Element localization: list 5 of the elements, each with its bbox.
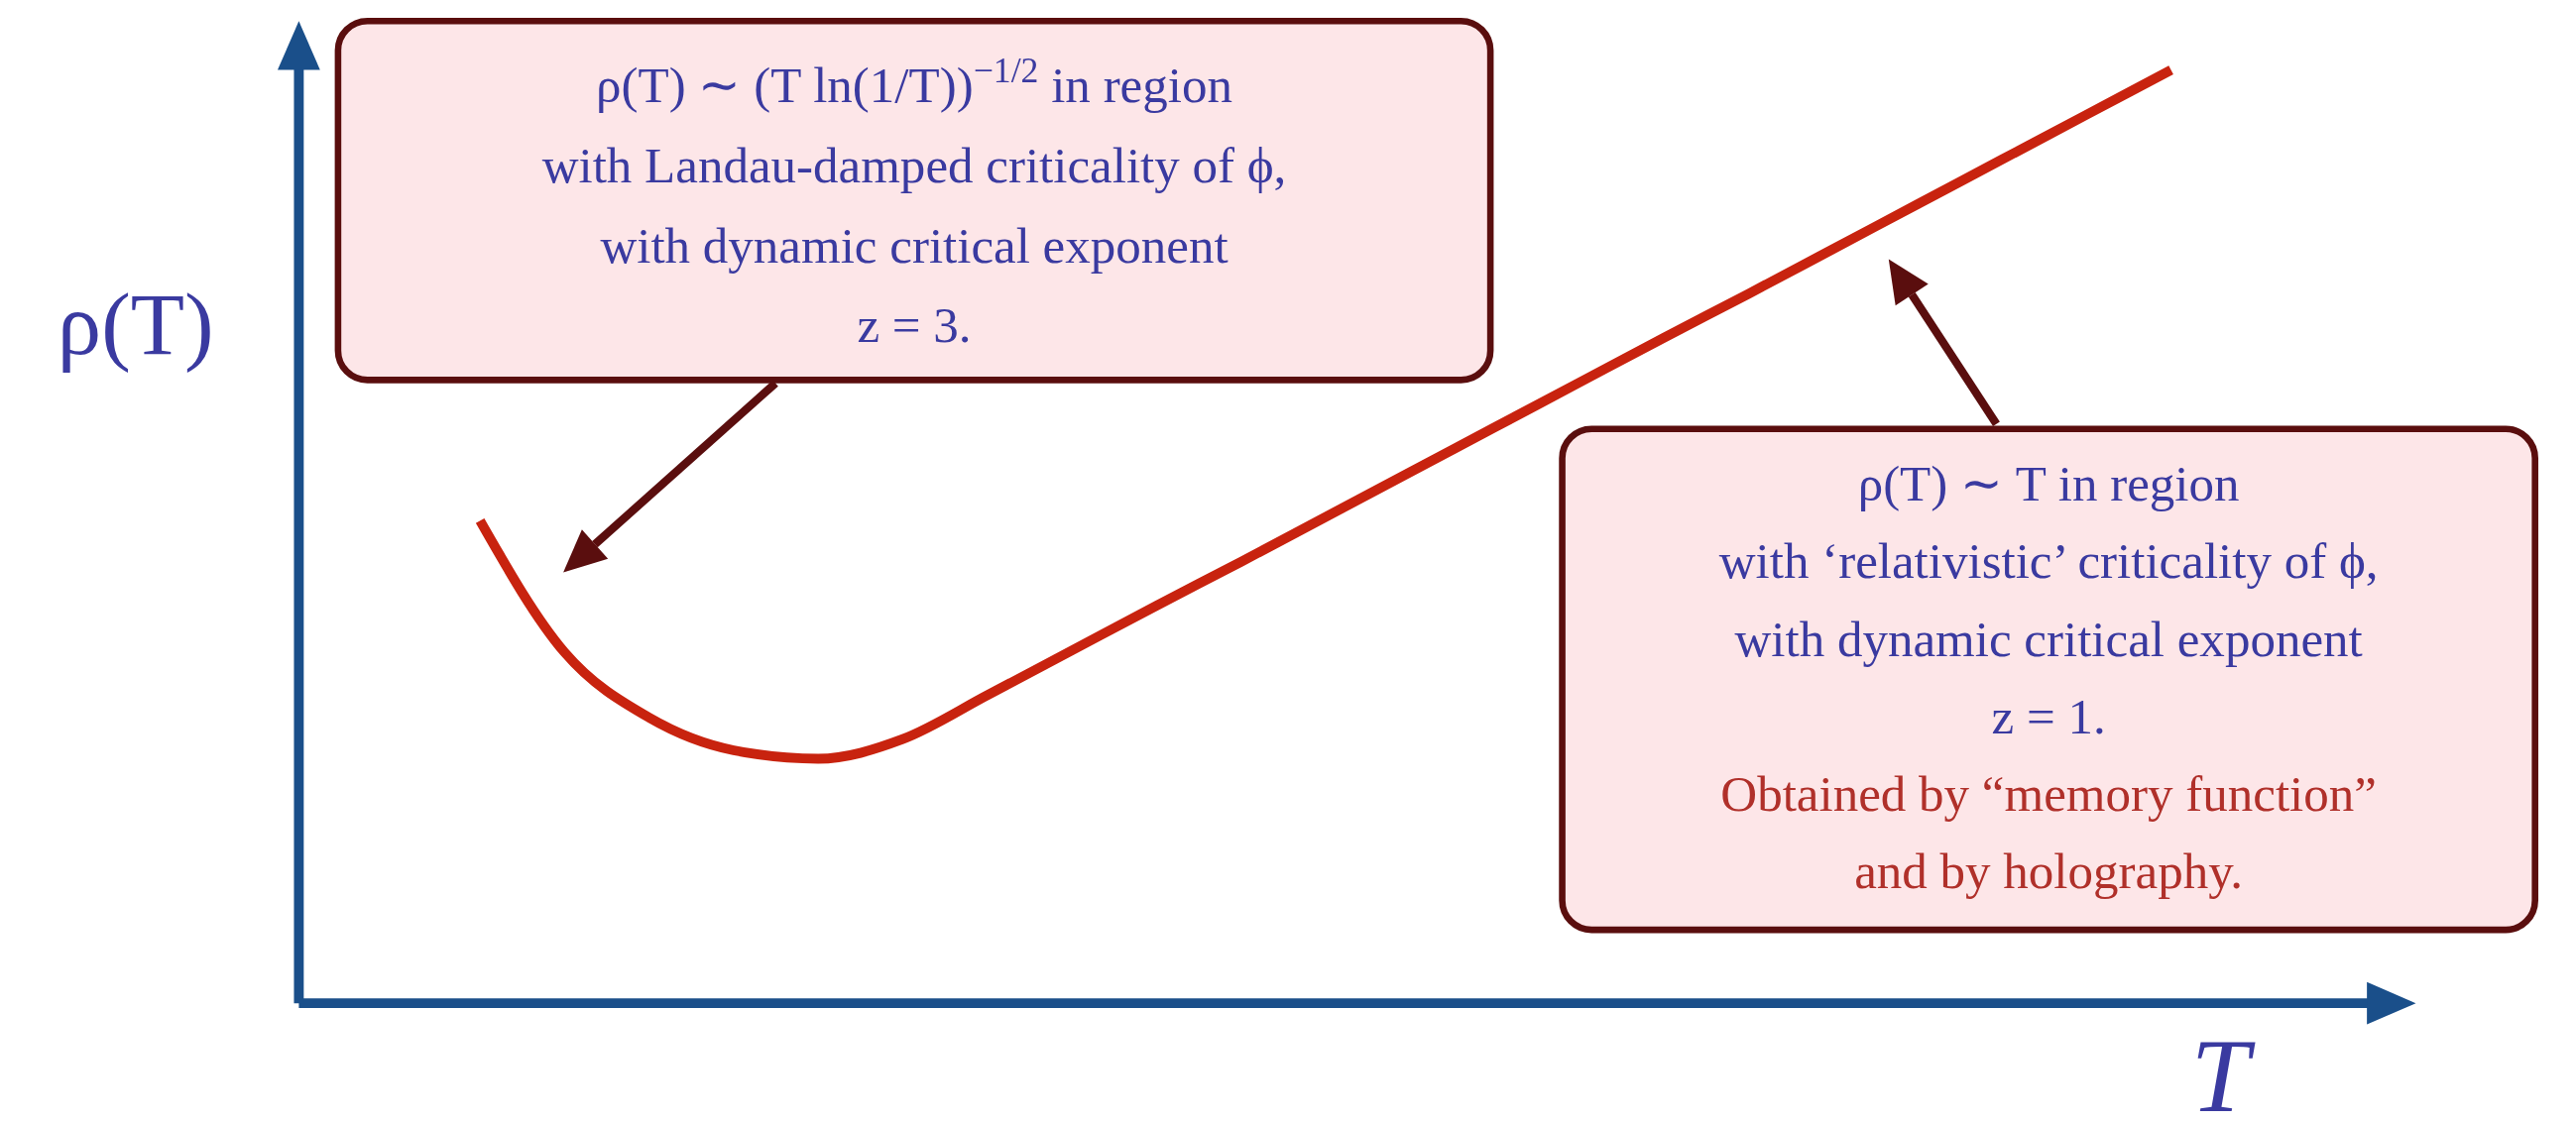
annotation: ρ(T) ∼ (T ln(1/T))$^{−1/2}$ in region with Landau-damped criticality of ϕ, with dynamic critical exponent z = 3.	[541, 51, 1287, 354]
x-axis-title: T	[2190, 1017, 2256, 1123]
annotation: ρ(T) ∼ T in region with ‘relativistic’ criticality of ϕ, with dynamic critical exponent z = 1.	[1718, 456, 2379, 744]
y-axis-title: ρ(T)	[57, 275, 214, 373]
annotation: Obtained by “memory function” and by holography.	[1720, 765, 2377, 900]
